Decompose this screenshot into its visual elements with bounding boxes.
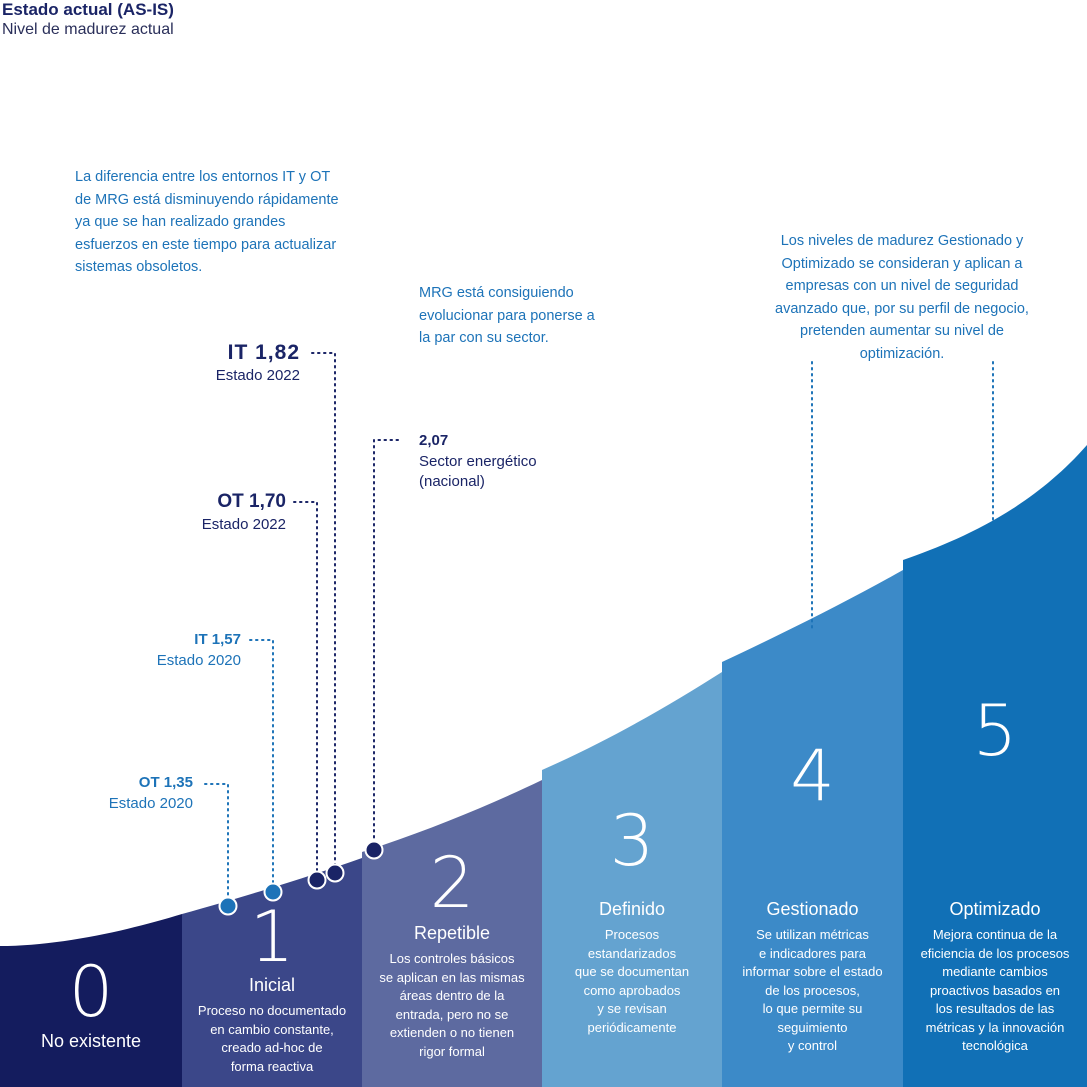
- level-4-column: [722, 570, 903, 1087]
- level-1: 1 Inicial Proceso no documentado en camb…: [182, 902, 362, 1076]
- marker-ot2022-dot: [307, 870, 327, 890]
- level-5-name: Optimizado: [949, 899, 1041, 919]
- label-it2022: IT 1,82 Estado 2022: [215, 341, 300, 384]
- level-2-name: Repetible: [413, 923, 491, 943]
- level-5: 5 Optimizado Mejora continua de la efici…: [903, 696, 1087, 1056]
- leader-sector: [373, 439, 399, 848]
- level-3-number: 3: [609, 800, 655, 882]
- level-0-number: 0: [68, 951, 114, 1033]
- level-2-number: 2: [429, 842, 475, 924]
- level-4-name: Gestionado: [766, 899, 859, 919]
- level-0-column: [0, 914, 182, 1087]
- page-subtitle: Nivel de madurez actual: [2, 21, 174, 38]
- level-1-number: 1: [249, 896, 295, 978]
- level-3-description: Procesos estandarizados que se documenta…: [574, 927, 690, 1035]
- level-5-description: Mejora continua de la eficiencia de los …: [920, 927, 1070, 1053]
- marker-it2022-dot: [325, 863, 345, 883]
- leader-it2020: [249, 639, 274, 890]
- level-2-description: Los controles básicos se aplican en las …: [379, 951, 525, 1059]
- label-ot2022: OT 1,70 Estado 2022: [201, 491, 286, 533]
- level-4: 4 Gestionado Se utilizan métricas e indi…: [722, 741, 903, 1056]
- level-3: 3 Definido Procesos estandarizados que s…: [542, 806, 722, 1037]
- level-1-name: Inicial: [248, 975, 296, 995]
- leader-ot2022: [293, 501, 318, 878]
- level-3-name: Definido: [598, 899, 666, 919]
- level-5-column: [903, 445, 1087, 1087]
- leader-it2022: [311, 352, 336, 871]
- note-right: Los niveles de madurez Gestionado y Opti…: [775, 233, 1029, 362]
- label-sector: 2,07 Sector energético (nacional): [419, 432, 537, 490]
- level-4-number: 4: [790, 735, 835, 817]
- level-1-description: Proceso no documentado en cambio constan…: [197, 1003, 347, 1074]
- marker-sector-dot: [364, 840, 384, 860]
- note-left: La diferencia entre los entornos IT y OT…: [75, 169, 339, 275]
- label-ot2020: OT 1,35 Estado 2020: [108, 774, 193, 812]
- level-0: 0 No existente: [0, 957, 182, 1052]
- level-2-column: [362, 780, 542, 1087]
- level-0-name: No existente: [40, 1031, 142, 1051]
- level-2: 2 Repetible Los controles básicos se apl…: [362, 848, 542, 1061]
- note-middle: MRG está consiguiendo evolucionar para p…: [419, 285, 595, 346]
- leader-ot2020: [204, 783, 229, 904]
- label-it2020: IT 1,57 Estado 2020: [156, 631, 241, 669]
- level-3-column: [542, 672, 722, 1087]
- level-5-number: 5: [972, 690, 1018, 772]
- level-4-description: Se utilizan métricas e indicadores para …: [742, 927, 883, 1053]
- marker-it2020-dot: [263, 882, 283, 902]
- marker-ot2020-dot: [218, 896, 238, 916]
- page-title: Estado actual (AS-IS): [2, 0, 174, 19]
